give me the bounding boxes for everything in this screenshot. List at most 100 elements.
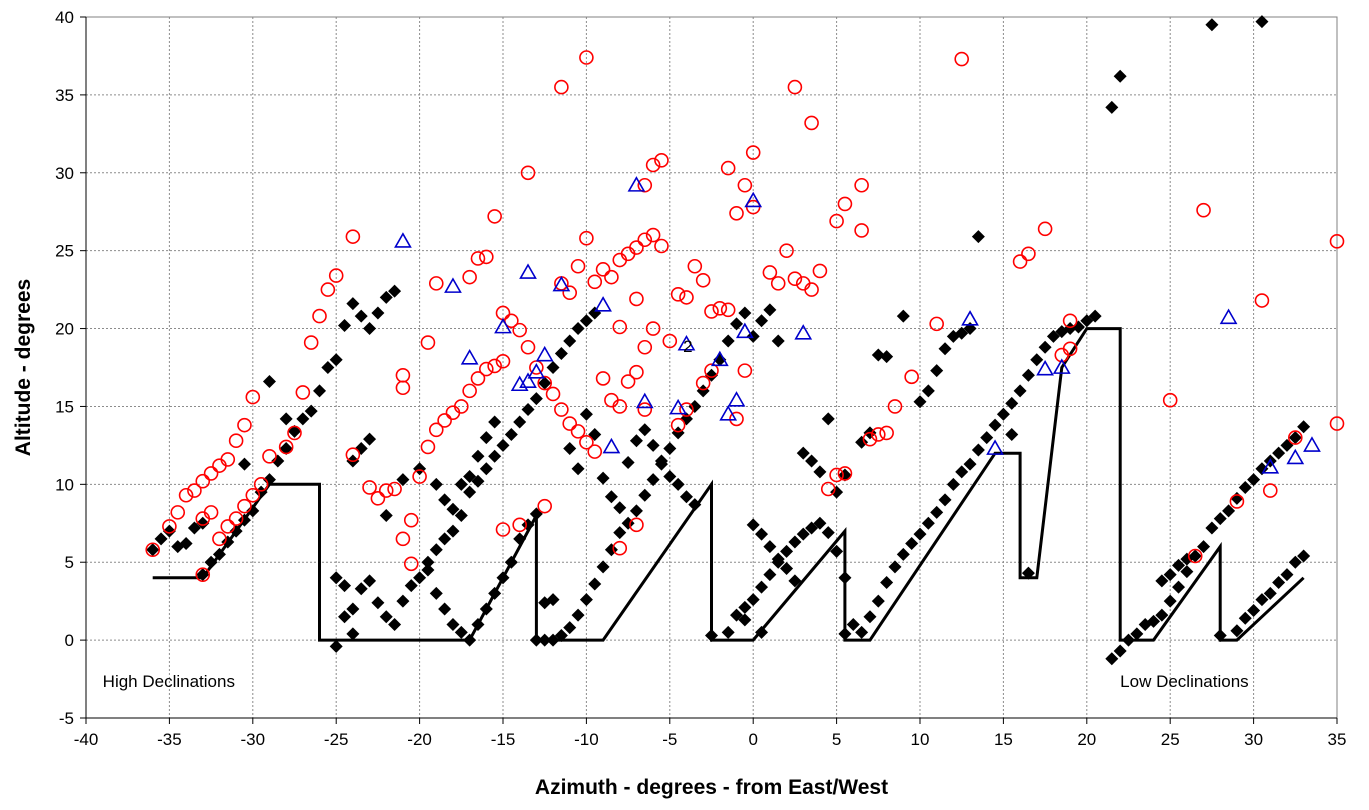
diamond-point bbox=[1238, 480, 1252, 494]
diamond-point bbox=[1288, 431, 1302, 445]
y-tick-label: 0 bbox=[65, 631, 74, 650]
diamond-point bbox=[454, 477, 468, 491]
diamond-point bbox=[696, 384, 710, 398]
circle-point bbox=[762, 265, 778, 280]
diamond-point bbox=[796, 527, 810, 541]
diamond-point bbox=[913, 395, 927, 409]
diamond-point bbox=[871, 348, 885, 362]
circle-point bbox=[595, 262, 611, 277]
circle-point bbox=[562, 285, 578, 301]
diamond-point bbox=[429, 586, 443, 600]
circle-point bbox=[1229, 494, 1245, 509]
circle-point bbox=[629, 291, 644, 307]
diamond-point bbox=[529, 633, 543, 647]
diamond-point bbox=[938, 493, 952, 507]
x-tick-label: -10 bbox=[574, 730, 599, 749]
triangle-point bbox=[1052, 358, 1071, 374]
circle-point bbox=[579, 230, 594, 246]
circle-point bbox=[704, 304, 719, 319]
circle-point bbox=[220, 519, 236, 534]
diamond-point bbox=[579, 593, 593, 607]
diamond-point bbox=[955, 326, 969, 340]
circle-point bbox=[1329, 416, 1345, 431]
triangle-point bbox=[444, 277, 462, 293]
triangle-point bbox=[552, 275, 571, 292]
x-tick-label: 10 bbox=[911, 730, 930, 749]
circle-point bbox=[479, 361, 494, 377]
diamond-point bbox=[571, 322, 585, 336]
diamond-point bbox=[396, 594, 410, 608]
y-tick-label: 5 bbox=[65, 553, 74, 572]
diamond-point bbox=[671, 426, 685, 440]
diamond-point bbox=[329, 571, 343, 585]
circle-point bbox=[512, 322, 527, 338]
triangle-point bbox=[494, 317, 512, 334]
circle-point bbox=[370, 491, 386, 506]
diamond-point bbox=[338, 610, 352, 624]
diamond-point bbox=[463, 470, 477, 484]
diamond-point bbox=[563, 621, 577, 635]
diamond-point bbox=[346, 627, 360, 641]
diamond-point bbox=[613, 501, 627, 515]
diamond-point bbox=[663, 442, 677, 456]
diamond-point bbox=[162, 524, 176, 538]
diamond-point bbox=[571, 608, 585, 622]
diamond-point bbox=[813, 516, 827, 530]
circle-point bbox=[779, 243, 794, 258]
diamond-point bbox=[262, 375, 276, 389]
circle-point bbox=[645, 157, 661, 173]
circle-point bbox=[554, 79, 569, 95]
y-tick-label: 40 bbox=[55, 8, 74, 27]
triangle-point bbox=[627, 176, 646, 192]
diamond-point bbox=[930, 505, 944, 519]
diamond-point bbox=[546, 633, 560, 647]
circle-point bbox=[453, 399, 469, 414]
diamond-point bbox=[513, 532, 527, 546]
x-tick-label: 25 bbox=[1161, 730, 1180, 749]
triangle-point bbox=[794, 324, 813, 340]
diamond-point bbox=[1230, 491, 1244, 505]
circle-point bbox=[162, 519, 177, 534]
y-tick-label: 25 bbox=[55, 242, 74, 261]
y-tick-label: 10 bbox=[55, 475, 74, 494]
diamond-point bbox=[279, 412, 293, 426]
circle-point bbox=[420, 335, 436, 350]
diamond-point bbox=[429, 543, 443, 557]
x-tick-label: 35 bbox=[1328, 730, 1347, 749]
diamond-point bbox=[1013, 384, 1027, 398]
circle-point bbox=[679, 290, 694, 305]
circle-point bbox=[612, 319, 628, 335]
x-tick-label: -25 bbox=[324, 730, 349, 749]
diamond-point bbox=[463, 633, 477, 647]
circle-point bbox=[1162, 392, 1178, 408]
circle-point bbox=[403, 556, 419, 572]
circle-point bbox=[203, 505, 219, 520]
diamond-point bbox=[546, 361, 560, 374]
diamond-point bbox=[1155, 608, 1169, 622]
diamond-point bbox=[621, 456, 635, 470]
triangle-point bbox=[719, 405, 738, 421]
y-tick-label: -5 bbox=[59, 709, 74, 728]
diamond-point bbox=[204, 555, 218, 569]
triangle-point bbox=[986, 439, 1004, 455]
circle-point bbox=[787, 271, 803, 287]
diamond-point bbox=[379, 290, 393, 304]
circle-point bbox=[629, 517, 644, 533]
triangle-point bbox=[669, 398, 688, 415]
diamond-point bbox=[479, 462, 493, 476]
diamond-point bbox=[388, 618, 402, 632]
diamond-point bbox=[1005, 427, 1019, 441]
circle-point bbox=[479, 249, 494, 265]
diamond-point bbox=[154, 532, 168, 546]
circle-point bbox=[637, 339, 653, 355]
circle-point bbox=[537, 375, 553, 391]
diamond-point bbox=[1122, 633, 1135, 647]
triangle-point bbox=[727, 391, 746, 407]
diamond-point bbox=[379, 610, 393, 624]
diamond-point bbox=[721, 334, 735, 348]
triangle-point bbox=[602, 437, 621, 454]
circle-point bbox=[729, 411, 744, 427]
circle-point bbox=[729, 205, 744, 221]
circle-point bbox=[504, 313, 519, 329]
diamond-point bbox=[646, 438, 660, 452]
